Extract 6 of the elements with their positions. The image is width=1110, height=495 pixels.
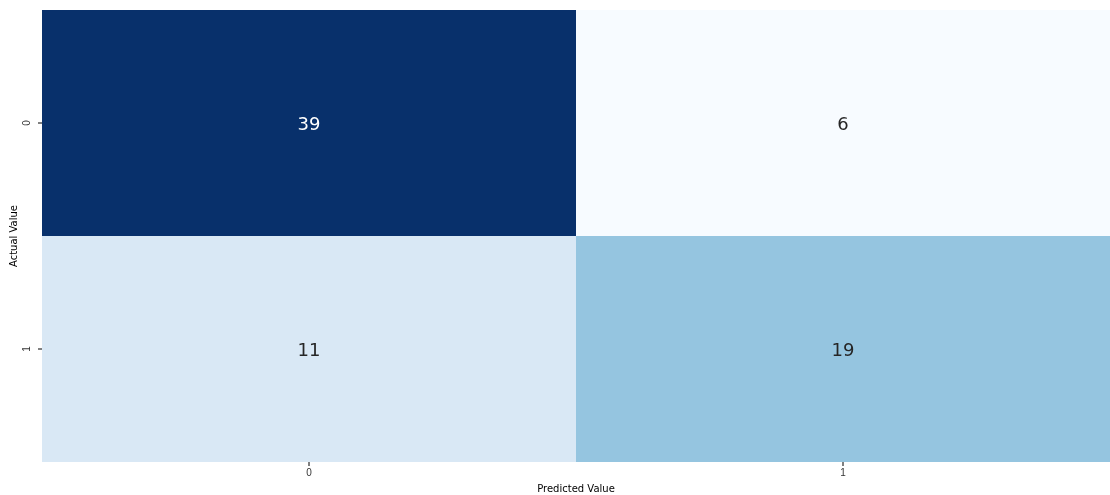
x-axis-title: Predicted Value	[537, 483, 615, 494]
y-axis-title: Actual Value	[8, 205, 19, 267]
data-label: 39	[297, 112, 321, 134]
data-label: 6	[837, 112, 849, 134]
data-label: 19	[831, 338, 855, 360]
data-label: 11	[297, 338, 321, 360]
